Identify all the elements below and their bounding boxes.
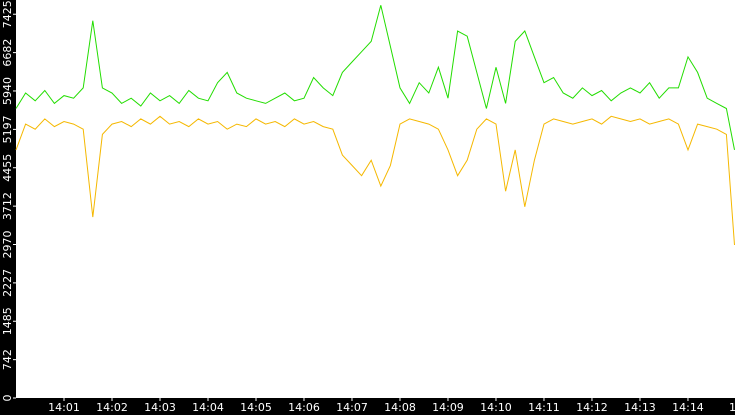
x-tick-label: 14:02 <box>96 401 128 414</box>
x-tick-label: 14:12 <box>576 401 608 414</box>
y-tick-label: 7425 <box>1 0 14 28</box>
y-tick-label: 4455 <box>1 154 14 182</box>
y-tick-label: 742 <box>1 349 14 370</box>
series-line <box>15 5 735 150</box>
y-axis-strip <box>0 0 16 415</box>
x-tick-label: 14:04 <box>192 401 224 414</box>
y-tick-label: 0 <box>1 395 14 402</box>
x-tick-label: 14:06 <box>288 401 320 414</box>
y-tick-label: 3712 <box>1 192 14 220</box>
x-tick-label: 14:03 <box>144 401 176 414</box>
y-tick-label: 1485 <box>1 307 14 335</box>
x-axis-strip <box>0 398 735 415</box>
x-tick-label: 14:05 <box>240 401 272 414</box>
x-tick-label: 14:01 <box>48 401 80 414</box>
x-tick-label: 14:10 <box>480 401 512 414</box>
x-tick-label: 14:09 <box>432 401 464 414</box>
y-tick-label: 2227 <box>1 269 14 297</box>
x-tick-label: 14:13 <box>624 401 656 414</box>
y-tick-label: 5197 <box>1 115 14 143</box>
x-tick-label: 14:11 <box>528 401 560 414</box>
x-tick-label: 14 <box>729 401 735 414</box>
y-tick-label: 6682 <box>1 39 14 67</box>
series-line <box>15 115 735 246</box>
x-tick-label: 14:14 <box>672 401 704 414</box>
x-tick-label: 14:08 <box>384 401 416 414</box>
y-tick-label: 2970 <box>1 230 14 258</box>
x-tick-label: 14:07 <box>336 401 368 414</box>
y-tick-label: 5940 <box>1 77 14 105</box>
